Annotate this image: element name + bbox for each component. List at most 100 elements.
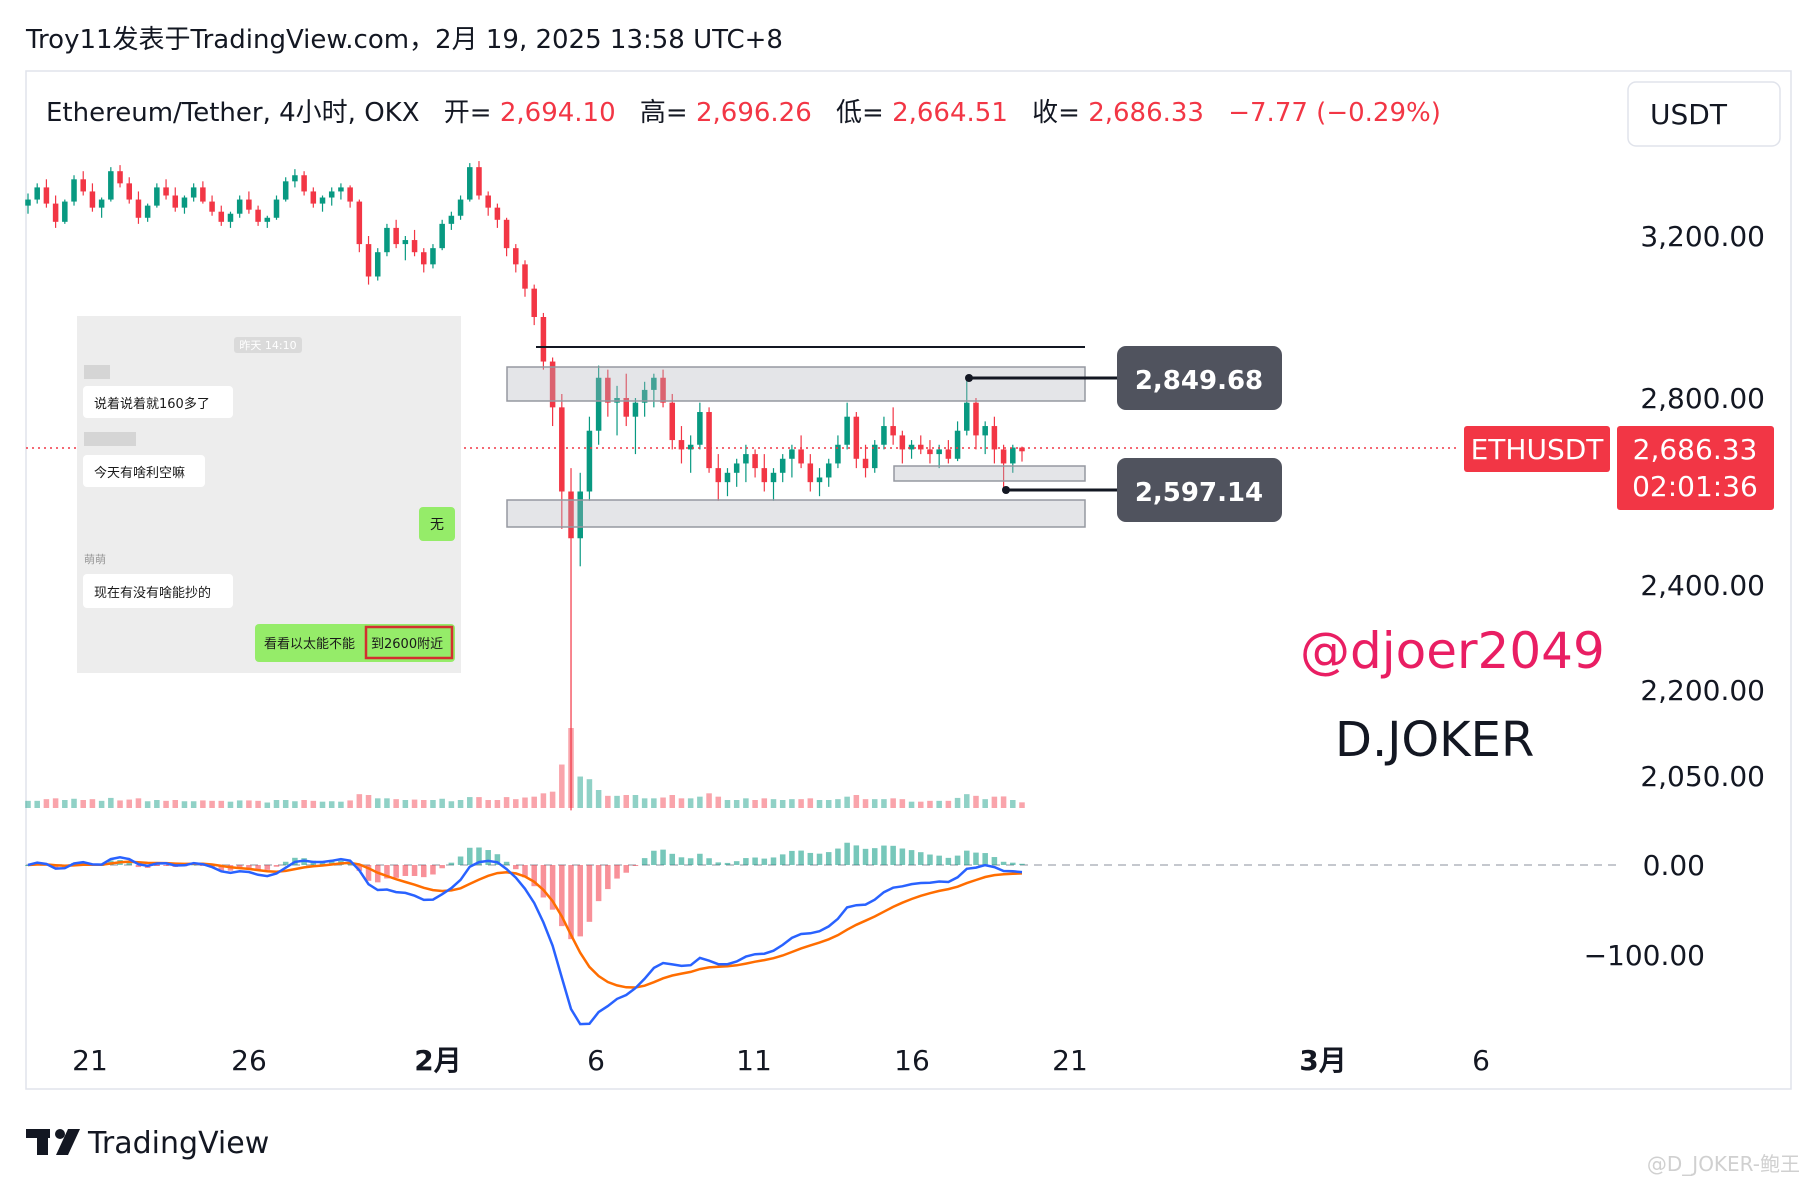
price-tick-label: 3,200.00 xyxy=(1640,220,1765,253)
candle-body xyxy=(236,199,243,214)
candle-body xyxy=(991,426,998,450)
legend-change: −7.77 (−0.29%) xyxy=(1228,98,1441,128)
macd-hist-bar xyxy=(954,855,961,865)
candle-body xyxy=(890,426,896,436)
chat-sender-name: 萌萌 xyxy=(84,552,106,566)
candle-body xyxy=(605,377,611,403)
volume-bar xyxy=(98,800,105,808)
macd-hist-bar xyxy=(890,845,896,865)
macd-hist-bar xyxy=(282,861,289,865)
watermark-name: D.JOKER xyxy=(1335,712,1534,768)
legend-symbol: Ethereum/Tether, 4小时, OKX xyxy=(46,98,420,128)
candle-body xyxy=(356,201,363,245)
legend-open-label: 开= xyxy=(444,98,492,128)
volume-bar xyxy=(825,800,832,808)
candle-body xyxy=(733,463,740,473)
macd-hist-bar xyxy=(743,858,749,865)
volume-bar xyxy=(991,796,998,808)
candle-body xyxy=(945,449,952,459)
volume-bar xyxy=(623,795,630,808)
candle-body xyxy=(779,458,786,473)
candle-body xyxy=(1019,447,1025,452)
macd-hist-bar xyxy=(328,861,335,865)
candle-body xyxy=(835,444,841,464)
chart-frame xyxy=(25,70,1792,1090)
volume-bar xyxy=(52,798,59,808)
macd-hist-bar xyxy=(991,857,998,865)
macd-hist-bar xyxy=(25,865,31,866)
volume-bar xyxy=(43,799,50,808)
macd-hist-bar xyxy=(844,842,850,865)
volume-bar xyxy=(430,800,436,808)
candle-body xyxy=(98,199,105,208)
volume-bar xyxy=(190,801,197,808)
price-tag: ETHUSDT 2,686.33 02:01:36 xyxy=(1464,426,1774,510)
candle-body xyxy=(862,458,869,469)
volume-bar xyxy=(310,800,317,808)
macd-hist-bar xyxy=(807,852,814,865)
macd-hist-bar xyxy=(163,865,169,866)
volume-bar xyxy=(632,795,639,808)
volume-bar xyxy=(807,798,814,808)
candle-body xyxy=(457,199,464,216)
macd-hist-bar xyxy=(835,848,841,865)
level-label-upper: 2,849.68 xyxy=(1135,366,1263,396)
volume-bar xyxy=(513,799,519,808)
candle-body xyxy=(117,171,123,184)
candle-body xyxy=(218,211,225,222)
chat-avatar xyxy=(84,432,136,446)
candle-body xyxy=(917,444,924,450)
candle-body xyxy=(568,491,574,539)
watermark-handle: @djoer2049 xyxy=(1300,622,1605,680)
candle-body xyxy=(724,472,731,483)
price-tick-label: 2,800.00 xyxy=(1640,382,1765,415)
volume-bar xyxy=(890,798,896,808)
macd-hist-bar xyxy=(982,853,988,865)
volume-bar xyxy=(1019,802,1025,808)
volume-bar xyxy=(687,798,694,808)
time-tick-label: 26 xyxy=(231,1044,267,1077)
candle-body xyxy=(632,402,639,417)
macd-hist-bar xyxy=(724,862,731,865)
candle-body xyxy=(789,449,795,459)
candle-body xyxy=(402,240,409,245)
legend-open-value: 2,694.10 xyxy=(500,98,616,128)
volume-bar xyxy=(660,797,666,808)
macd-hist-bar xyxy=(1010,862,1016,865)
candle-body xyxy=(328,191,335,198)
chat-message-highlight: 到2600附近 xyxy=(371,637,443,652)
tradingview-logo[interactable]: TradingView xyxy=(26,1126,269,1161)
candle-body xyxy=(651,377,657,390)
candle-body xyxy=(908,444,915,450)
volume-bar xyxy=(255,800,261,808)
macd-hist-bar xyxy=(531,865,537,887)
candle-body xyxy=(752,454,758,469)
volume-histogram xyxy=(25,728,1025,808)
chat-bubble-self xyxy=(255,624,455,662)
macd-hist-bar xyxy=(779,854,786,865)
chat-bubble xyxy=(83,455,205,487)
candle-body xyxy=(420,252,427,265)
volume-bar xyxy=(614,795,620,808)
macd-hist-bar xyxy=(595,865,602,902)
volume-bar xyxy=(1010,800,1016,808)
candle-body xyxy=(200,187,206,202)
candle-body xyxy=(586,430,593,492)
candle-body xyxy=(43,187,50,204)
currency-button[interactable]: USDT xyxy=(1627,81,1781,147)
candle-body xyxy=(62,201,68,222)
volume-bar xyxy=(108,797,114,808)
macd-hist-bar xyxy=(862,848,869,865)
volume-bar xyxy=(80,800,86,808)
macd-hist-bar xyxy=(264,865,271,870)
macd-hist-bar xyxy=(448,862,455,865)
level-label-lower: 2,597.14 xyxy=(1135,478,1263,508)
candle-body xyxy=(522,264,528,289)
level-marker-lower: 2,597.14 xyxy=(1002,458,1282,522)
macd-hist-bar xyxy=(761,858,768,865)
macd-hist-bar xyxy=(485,850,491,865)
candle-body xyxy=(973,402,979,436)
candle-body xyxy=(227,213,234,222)
candle-body xyxy=(494,207,501,220)
